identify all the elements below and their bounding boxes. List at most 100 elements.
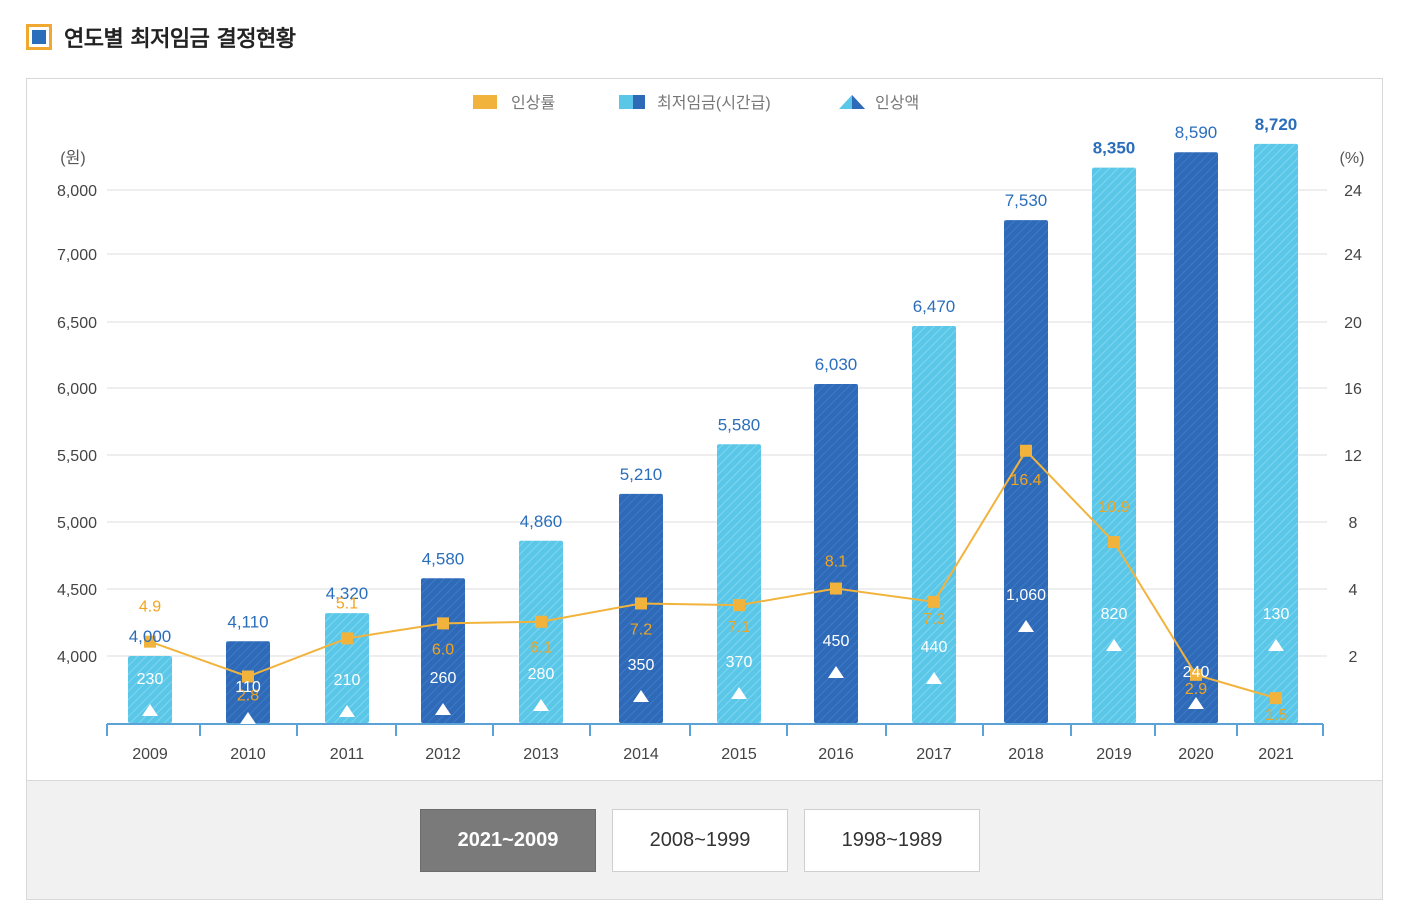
increase-label-2013: 280: [528, 666, 555, 683]
increase-label-2019: 820: [1101, 606, 1128, 623]
rate-label-2013: 6.1: [530, 640, 552, 657]
increase-label-2018: 1,060: [1006, 587, 1046, 604]
range-button-2021-2009[interactable]: 2021~2009: [420, 809, 596, 872]
range-button-2008-1999[interactable]: 2008~1999: [612, 809, 788, 872]
x-tick-label-2019: 2019: [1096, 746, 1132, 763]
x-tick-label-2016: 2016: [818, 746, 854, 763]
rate-label-2021: 1.5: [1265, 707, 1287, 724]
x-tick-label-2009: 2009: [132, 746, 168, 763]
y-left-tick-label: 6,000: [57, 381, 97, 398]
y-left-tick-label: 8,000: [57, 183, 97, 200]
rate-point-2016[interactable]: [830, 582, 842, 595]
y-right-tick-label: 24: [1344, 183, 1362, 200]
x-tick-label-2010: 2010: [230, 746, 266, 763]
wage-bar-2009[interactable]: [128, 656, 172, 723]
legend-label-wage: 최저임금(시간급): [657, 94, 771, 112]
increase-label-2016: 450: [823, 633, 850, 650]
wage-bar-2020[interactable]: [1174, 152, 1218, 723]
wage-bar-2015[interactable]: [717, 444, 761, 723]
increase-triangle-icon: [533, 699, 549, 711]
y-right-tick-label: 4: [1349, 582, 1358, 599]
wage-label-2009: 4,000: [129, 627, 172, 646]
y-right-tick-label: 24: [1344, 247, 1362, 264]
rate-point-2012[interactable]: [437, 617, 449, 630]
wage-bar-2013[interactable]: [519, 540, 563, 723]
increase-triangle-icon: [1018, 620, 1034, 632]
wage-label-2017: 6,470: [913, 297, 956, 316]
wage-bar-2019[interactable]: [1092, 167, 1136, 724]
legend-blue-bar-icon: [619, 95, 633, 109]
y-right-tick-label: 12: [1344, 448, 1362, 465]
rate-point-2013[interactable]: [535, 615, 547, 628]
y-left-tick-label: 4,000: [57, 649, 97, 666]
rate-point-2021[interactable]: [1270, 692, 1282, 705]
y-right-tick-label: 2: [1349, 649, 1358, 666]
wage-label-2019: 8,350: [1093, 139, 1136, 158]
y-right-tick-label: 20: [1344, 315, 1362, 332]
rate-point-2014[interactable]: [635, 597, 647, 610]
rate-label-2010: 2.8: [237, 688, 259, 705]
rate-point-2015[interactable]: [733, 599, 745, 612]
range-button-1998-1989[interactable]: 1998~1989: [804, 809, 980, 872]
increase-label-2010: 110: [235, 679, 261, 696]
wage-label-2013: 4,860: [520, 512, 563, 531]
y-right-unit-label: (%): [1340, 150, 1365, 167]
rate-point-2020[interactable]: [1190, 668, 1202, 681]
y-left-unit-label: (원): [60, 149, 85, 167]
wage-bar-2011[interactable]: [325, 613, 369, 723]
legend-label-increase: 인상액: [875, 94, 919, 112]
x-tick-label-2018: 2018: [1008, 746, 1044, 763]
wage-label-2012: 4,580: [422, 549, 465, 568]
increase-triangle-icon: [240, 712, 256, 724]
rate-point-2010[interactable]: [242, 670, 254, 683]
increase-triangle-icon: [339, 705, 355, 717]
wage-bar-2021[interactable]: [1254, 143, 1298, 724]
x-tick-label-2011: 2011: [330, 746, 365, 763]
rate-label-2009: 4.9: [139, 599, 161, 616]
y-right-tick-label: 8: [1349, 515, 1358, 532]
rate-label-2020: 2.9: [1185, 681, 1207, 698]
y-right-tick-label: 16: [1344, 381, 1362, 398]
increase-label-2021: 130: [1263, 606, 1290, 623]
rate-label-2012: 6.0: [432, 641, 454, 658]
wage-bar-2012[interactable]: [421, 578, 465, 723]
legend-triangle-icon: [852, 95, 865, 109]
increase-label-2009: 230: [137, 671, 164, 688]
rate-label-2017: 7.3: [923, 611, 945, 628]
rate-point-2011[interactable]: [341, 632, 353, 645]
wage-label-2011: 4,320: [326, 584, 369, 603]
y-left-tick-label: 5,000: [57, 515, 97, 532]
wage-label-2021: 8,720: [1255, 115, 1298, 134]
increase-triangle-icon: [633, 690, 649, 702]
wage-bar-2017[interactable]: [912, 325, 956, 723]
increase-label-2014: 350: [628, 657, 655, 674]
x-tick-label-2021: 2021: [1258, 746, 1294, 763]
x-tick-label-2017: 2017: [916, 746, 952, 763]
legend-orange-square-icon: [473, 95, 497, 109]
wage-label-2010: 4,110: [227, 612, 268, 631]
x-tick-label-2012: 2012: [425, 746, 461, 763]
rate-point-2018[interactable]: [1020, 444, 1032, 457]
increase-triangle-icon: [926, 672, 942, 684]
rate-label-2011: 5.1: [336, 595, 358, 612]
rate-label-2018: 16.4: [1010, 472, 1041, 489]
x-tick-label-2020: 2020: [1178, 746, 1214, 763]
increase-label-2020: 240: [1183, 664, 1210, 681]
increase-label-2015: 370: [726, 654, 753, 671]
rate-point-2009[interactable]: [144, 635, 156, 648]
wage-label-2018: 7,530: [1005, 191, 1048, 210]
y-left-tick-label: 6,500: [57, 315, 97, 332]
wage-label-2014: 5,210: [620, 465, 663, 484]
range-button-panel: 2021~2009 2008~1999 1998~1989: [26, 780, 1383, 900]
x-tick-label-2015: 2015: [721, 746, 757, 763]
rate-label-2016: 8.1: [825, 554, 847, 571]
wage-label-2016: 6,030: [815, 355, 858, 374]
wage-label-2020: 8,590: [1175, 123, 1218, 142]
increase-triangle-icon: [142, 704, 158, 716]
y-left-tick-label: 7,000: [57, 247, 97, 264]
rate-point-2019[interactable]: [1108, 536, 1120, 549]
wage-bar-2016[interactable]: [814, 384, 858, 723]
rate-point-2017[interactable]: [928, 595, 940, 608]
y-left-tick-label: 4,500: [57, 582, 97, 599]
wage-bar-2018[interactable]: [1004, 220, 1048, 723]
